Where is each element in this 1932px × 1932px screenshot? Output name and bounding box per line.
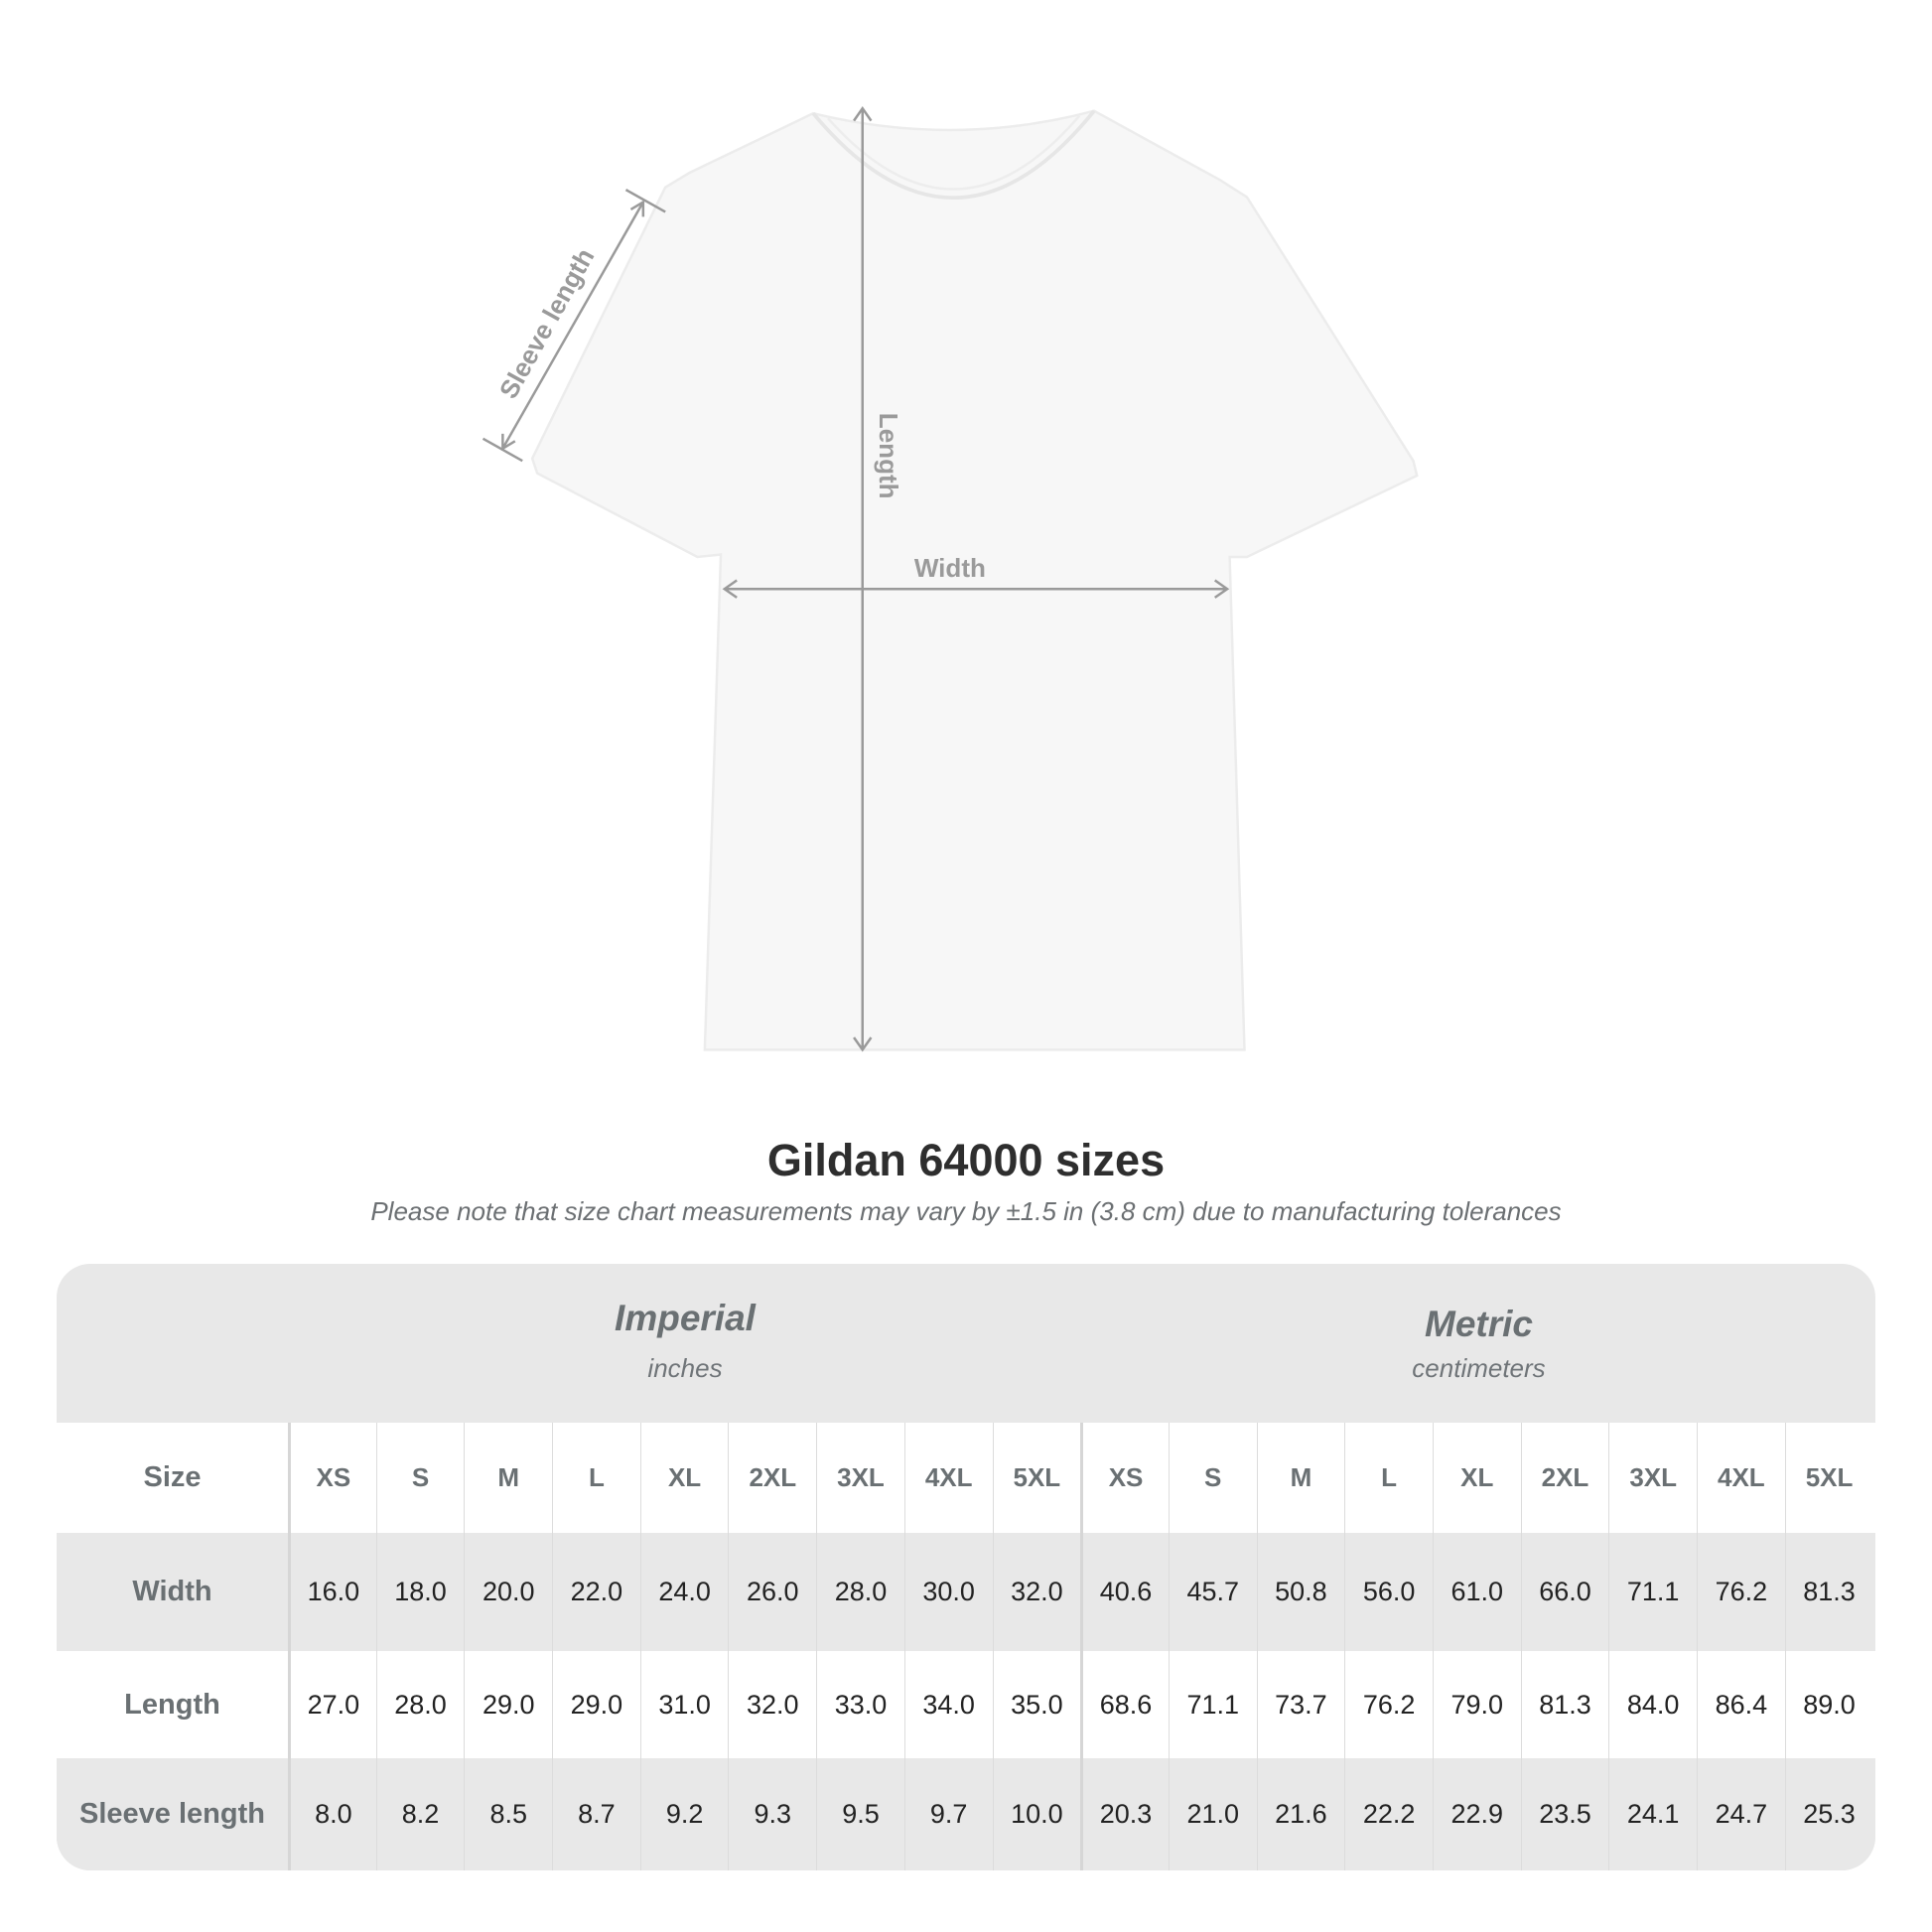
measurement-cell: 84.0 xyxy=(1608,1651,1697,1758)
measurement-cell: 56.0 xyxy=(1344,1533,1433,1651)
size-header-cell: M xyxy=(1256,1423,1345,1533)
measurement-cell: 24.7 xyxy=(1697,1758,1785,1870)
measurement-cell: 45.7 xyxy=(1168,1533,1257,1651)
size-header-cell: S xyxy=(1168,1423,1257,1533)
table-row: Width 16.0 18.0 20.0 22.0 24.0 26.0 28.0 30.0 32.… xyxy=(57,1533,1875,1651)
size-header-cell: 2XL xyxy=(1520,1423,1609,1533)
measurement-cell: 81.3 xyxy=(1784,1533,1873,1651)
measurement-cell: 8.0 xyxy=(288,1758,376,1870)
measurement-cell: 9.7 xyxy=(903,1758,993,1870)
measurement-cell: 40.6 xyxy=(1080,1533,1169,1651)
measurement-cell: 29.0 xyxy=(464,1651,552,1758)
size-header-cell: XS xyxy=(288,1423,376,1533)
size-header-cell: 3XL xyxy=(1608,1423,1697,1533)
size-header-cell: L xyxy=(1344,1423,1433,1533)
size-header-cell: 4XL xyxy=(903,1423,993,1533)
measurement-cell: 71.1 xyxy=(1168,1651,1257,1758)
measurement-cell: 31.0 xyxy=(639,1651,729,1758)
collar xyxy=(811,109,1096,201)
measurement-cell: 20.3 xyxy=(1080,1758,1169,1870)
size-header: Size xyxy=(57,1423,288,1533)
table-row: Sleeve length 8.0 8.2 8.5 8.7 9.2 9.3 9.5 9.7 10.… xyxy=(57,1758,1875,1870)
measurement-cell: 29.0 xyxy=(552,1651,640,1758)
measurement-cell: 22.0 xyxy=(552,1533,640,1651)
size-header-cell: L xyxy=(552,1423,640,1533)
metric-unit: centimeters xyxy=(1412,1353,1546,1383)
measurement-cell: 18.0 xyxy=(375,1533,465,1651)
measurement-cell: 79.0 xyxy=(1432,1651,1521,1758)
size-header-cell: M xyxy=(464,1423,552,1533)
measurement-cell: 23.5 xyxy=(1520,1758,1609,1870)
measurement-cell: 26.0 xyxy=(728,1533,816,1651)
measurement-cell: 81.3 xyxy=(1520,1651,1609,1758)
measurement-cell: 9.2 xyxy=(639,1758,729,1870)
measurement-cell: 16.0 xyxy=(288,1533,376,1651)
measurement-cell: 27.0 xyxy=(288,1651,376,1758)
measurement-cell: 76.2 xyxy=(1697,1533,1785,1651)
measurement-cell: 76.2 xyxy=(1344,1651,1433,1758)
tolerance-note: Please note that size chart measurements… xyxy=(370,1196,1562,1226)
imperial-label: Imperial xyxy=(615,1298,756,1338)
row-label: Length xyxy=(124,1688,220,1721)
size-header-row: Size XS S M L XL 2XL 3XL 4XL 5XL XS S M L XL 2XL 3XL 4XL 5… xyxy=(57,1423,1875,1533)
size-header-cell: 5XL xyxy=(992,1423,1081,1533)
row-label: Width xyxy=(132,1576,212,1607)
measurement-cell: 24.0 xyxy=(639,1533,729,1651)
measurement-cell: 10.0 xyxy=(992,1758,1081,1870)
measurement-cell: 9.3 xyxy=(728,1758,816,1870)
measurement-cell: 20.0 xyxy=(464,1533,552,1651)
measurement-cell: 30.0 xyxy=(903,1533,993,1651)
measurement-cell: 25.3 xyxy=(1784,1758,1873,1870)
measurement-cell: 89.0 xyxy=(1784,1651,1873,1758)
measurement-cell: 71.1 xyxy=(1608,1533,1697,1651)
measurement-cell: 8.7 xyxy=(552,1758,640,1870)
measurement-cell: 50.8 xyxy=(1256,1533,1345,1651)
metric-header: Metric centimeters xyxy=(1082,1304,1875,1462)
size-header-cell: XS xyxy=(1080,1423,1169,1533)
imperial-unit: inches xyxy=(647,1353,723,1383)
tshirt-shape xyxy=(530,109,1419,1051)
measurement-cell: 32.0 xyxy=(992,1533,1081,1651)
size-header-cell: 3XL xyxy=(816,1423,904,1533)
size-header-cell: XL xyxy=(1432,1423,1521,1533)
measurement-cell: 34.0 xyxy=(903,1651,993,1758)
measurement-cell: 28.0 xyxy=(816,1533,904,1651)
width-label: Width xyxy=(914,553,986,583)
size-table: Imperial inches Metric centimeters Size X… xyxy=(57,1264,1875,1870)
size-header-cell: S xyxy=(375,1423,465,1533)
measurement-cell: 21.6 xyxy=(1256,1758,1345,1870)
measurement-cell: 73.7 xyxy=(1256,1651,1345,1758)
measurement-cell: 61.0 xyxy=(1432,1533,1521,1651)
size-header-cell: XL xyxy=(639,1423,729,1533)
measurement-cell: 28.0 xyxy=(375,1651,465,1758)
measurement-cell: 22.9 xyxy=(1432,1758,1521,1870)
measurement-cell: 8.2 xyxy=(375,1758,465,1870)
length-label: Length xyxy=(874,413,903,499)
measurement-cell: 86.4 xyxy=(1697,1651,1785,1758)
sleeve-arrow xyxy=(501,201,644,450)
measurement-cell: 9.5 xyxy=(816,1758,904,1870)
measurement-cell: 24.1 xyxy=(1608,1758,1697,1870)
imperial-header: Imperial inches xyxy=(288,1298,1082,1456)
measurement-cell: 68.6 xyxy=(1080,1651,1169,1758)
measurement-cell: 32.0 xyxy=(728,1651,816,1758)
measurement-cell: 35.0 xyxy=(992,1651,1081,1758)
size-header-cell: 5XL xyxy=(1784,1423,1873,1533)
measurement-cell: 8.5 xyxy=(464,1758,552,1870)
measurement-cell: 66.0 xyxy=(1520,1533,1609,1651)
metric-label: Metric xyxy=(1425,1304,1533,1344)
measurement-cell: 33.0 xyxy=(816,1651,904,1758)
measurement-cell: 22.2 xyxy=(1344,1758,1433,1870)
row-label: Sleeve length xyxy=(79,1798,265,1830)
size-header-cell: 2XL xyxy=(728,1423,816,1533)
size-header-cell: 4XL xyxy=(1697,1423,1785,1533)
table-row: Length 27.0 28.0 29.0 29.0 31.0 32.0 33.0 34.0 35… xyxy=(57,1651,1875,1758)
measurement-cell: 21.0 xyxy=(1168,1758,1257,1870)
chart-title: Gildan 64000 sizes xyxy=(766,1135,1166,1185)
